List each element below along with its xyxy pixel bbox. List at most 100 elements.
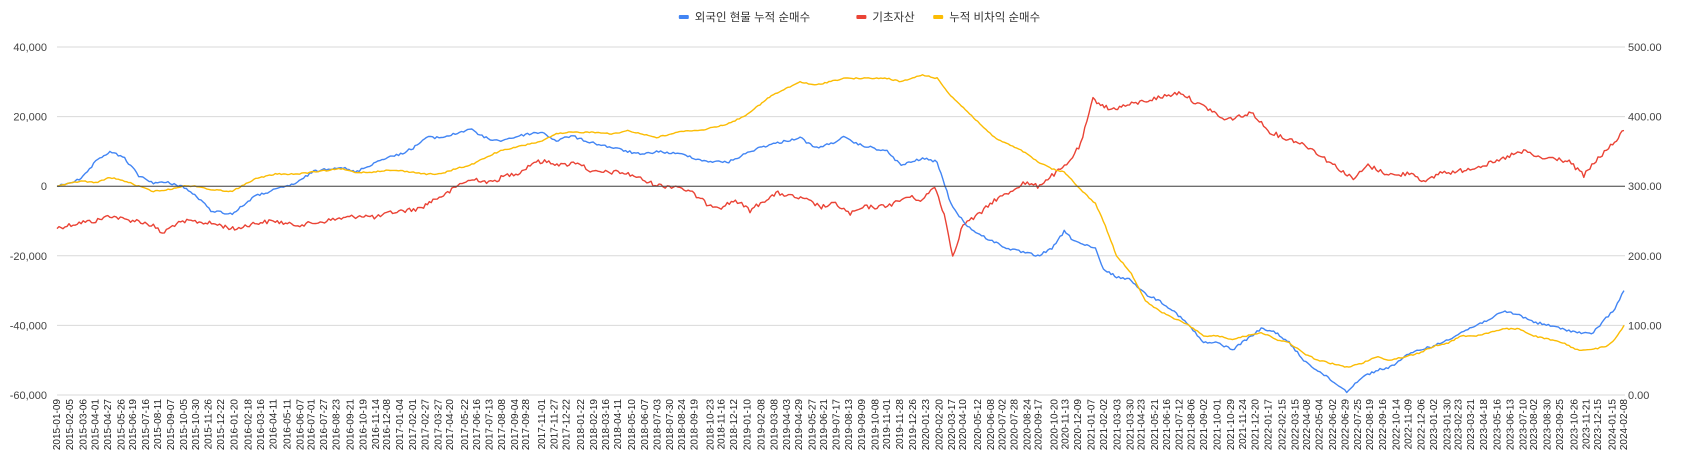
x-tick-label: 2018-07-03 <box>652 399 663 451</box>
x-tick-label: 2019-06-21 <box>819 399 830 451</box>
x-tick-label: 2022-11-09 <box>1404 399 1415 450</box>
y-right-tick-label: 0.00 <box>1628 390 1649 402</box>
x-tick-label: 2020-02-20 <box>934 399 945 451</box>
x-tick-label: 2017-09-04 <box>510 399 521 451</box>
y-axis-left: 40,000 20,000 0 -20,000 -40,000 -60,000 <box>10 42 47 402</box>
x-tick-label: 2016-01-20 <box>230 399 241 451</box>
x-tick-label: 2021-04-23 <box>1137 399 1148 451</box>
x-tick-label: 2021-06-16 <box>1162 399 1173 451</box>
x-tick-label: 2022-02-15 <box>1277 399 1288 451</box>
x-tick-label: 2016-03-16 <box>256 399 267 451</box>
y-left-tick-label: -40,000 <box>10 320 47 332</box>
x-tick-label: 2024-01-15 <box>1608 399 1619 451</box>
x-tick-label: 2022-05-04 <box>1314 399 1325 451</box>
x-tick-label: 2016-10-19 <box>359 399 370 451</box>
x-tick-label: 2019-10-08 <box>871 399 882 451</box>
legend-swatch <box>933 15 944 19</box>
x-tick-label: 2015-08-11 <box>153 399 164 450</box>
x-tick-label: 2023-04-18 <box>1479 399 1490 451</box>
x-tick-label: 2016-07-01 <box>307 399 318 451</box>
x-tick-label: 2016-05-11 <box>283 399 294 450</box>
x-tick-label: 2018-11-16 <box>717 399 728 450</box>
x-tick-label: 2016-06-07 <box>295 399 306 451</box>
y-left-tick-label: 20,000 <box>13 112 47 124</box>
x-tick-label: 2015-02-05 <box>65 399 76 451</box>
x-tick-label: 2021-08-06 <box>1186 399 1197 451</box>
x-tick-label: 2023-09-25 <box>1555 399 1566 451</box>
x-tick-label: 2021-10-29 <box>1226 399 1237 451</box>
x-tick-label: 2020-06-08 <box>986 399 997 451</box>
x-tick-label: 2019-07-17 <box>831 399 842 451</box>
x-tick-label: 2020-04-10 <box>958 399 969 451</box>
x-tick-label: 2015-04-27 <box>103 399 114 451</box>
legend-swatch <box>856 15 867 19</box>
x-tick-label: 2021-03-03 <box>1113 399 1124 451</box>
x-tick-label: 2017-11-27 <box>549 399 560 450</box>
x-tick-label: 2015-09-07 <box>166 399 177 451</box>
x-tick-label: 2022-06-02 <box>1328 399 1339 451</box>
x-tick-label: 2021-11-24 <box>1238 399 1249 450</box>
x-tick-label: 2023-11-21 <box>1582 399 1593 450</box>
x-tick-label: 2021-01-07 <box>1087 399 1098 451</box>
x-tick-label: 2022-08-19 <box>1365 399 1376 451</box>
x-tick-label: 2019-09-09 <box>857 399 868 451</box>
x-tick-label: 2019-08-13 <box>844 399 855 451</box>
y-left-tick-label: -60,000 <box>10 390 47 402</box>
x-tick-label: 2016-07-27 <box>319 399 330 451</box>
x-tick-label: 2021-09-02 <box>1199 399 1210 451</box>
x-axis: 2015-01-09 2015-02-05 2015-03-06 2015-04-01… <box>52 399 1630 451</box>
legend-label: 누적 비차익 순매수 <box>949 11 1040 24</box>
x-tick-label: 2023-08-02 <box>1529 399 1540 451</box>
x-tick-label: 2023-07-10 <box>1518 399 1529 451</box>
x-tick-label: 2023-08-30 <box>1542 399 1553 451</box>
x-tick-label: 2019-05-27 <box>807 399 818 451</box>
x-tick-label: 2016-09-21 <box>345 399 356 451</box>
x-tick-label: 2019-04-03 <box>782 399 793 451</box>
gridlines <box>57 46 1625 396</box>
x-tick-label: 2021-10-01 <box>1213 399 1224 451</box>
x-tick-label: 2019-01-10 <box>743 399 754 451</box>
x-tick-label: 2022-03-15 <box>1291 399 1302 451</box>
x-tick-label: 2022-12-06 <box>1416 399 1427 451</box>
x-tick-label: 2018-06-07 <box>640 399 651 451</box>
legend: 외국인 현물 누적 순매수 기초자산 누적 비차익 순매수 <box>678 11 1040 24</box>
legend-label: 기초자산 <box>872 11 915 24</box>
x-tick-label: 2020-07-02 <box>997 399 1008 451</box>
x-tick-label: 2018-03-16 <box>601 399 612 451</box>
x-tick-label: 2019-03-08 <box>770 399 781 451</box>
x-tick-label: 2023-06-13 <box>1506 399 1517 451</box>
x-tick-label: 2023-05-16 <box>1492 399 1503 451</box>
x-tick-label: 2021-05-21 <box>1150 399 1161 451</box>
x-tick-label: 2017-12-22 <box>561 399 572 451</box>
x-tick-label: 2015-03-06 <box>78 399 89 451</box>
x-tick-label: 2017-07-13 <box>485 399 496 451</box>
x-tick-label: 2018-08-24 <box>677 399 688 451</box>
x-tick-label: 2020-07-28 <box>1010 399 1021 451</box>
x-tick-label: 2020-03-17 <box>947 399 958 451</box>
x-tick-label: 2018-02-19 <box>589 399 600 451</box>
series-line-2 <box>56 74 1625 368</box>
series-line-1 <box>56 91 1625 257</box>
x-tick-label: 2021-07-12 <box>1174 399 1185 451</box>
x-tick-label: 2019-02-08 <box>756 399 767 451</box>
y-left-tick-label: -20,000 <box>10 251 47 263</box>
x-tick-label: 2023-12-15 <box>1593 399 1604 451</box>
x-tick-label: 2017-01-04 <box>395 399 406 451</box>
y-right-tick-label: 500.00 <box>1628 42 1662 54</box>
x-tick-label: 2021-02-02 <box>1099 399 1110 451</box>
x-tick-label: 2023-02-23 <box>1454 399 1465 451</box>
x-tick-label: 2015-06-19 <box>128 399 139 451</box>
x-tick-label: 2020-12-09 <box>1073 399 1084 451</box>
y-right-tick-label: 100.00 <box>1628 320 1662 332</box>
x-tick-label: 2016-11-14 <box>371 399 382 450</box>
x-tick-label: 2015-10-05 <box>179 399 190 451</box>
x-tick-label: 2018-05-10 <box>627 399 638 451</box>
x-tick-label: 2020-05-12 <box>973 399 984 451</box>
x-tick-label: 2023-01-30 <box>1442 399 1453 451</box>
x-tick-label: 2015-10-30 <box>191 399 202 451</box>
x-tick-label: 2015-11-26 <box>204 399 215 450</box>
x-tick-label: 2019-11-28 <box>895 399 906 450</box>
x-tick-label: 2020-08-24 <box>1022 399 1033 451</box>
x-tick-label: 2022-01-17 <box>1264 399 1275 451</box>
